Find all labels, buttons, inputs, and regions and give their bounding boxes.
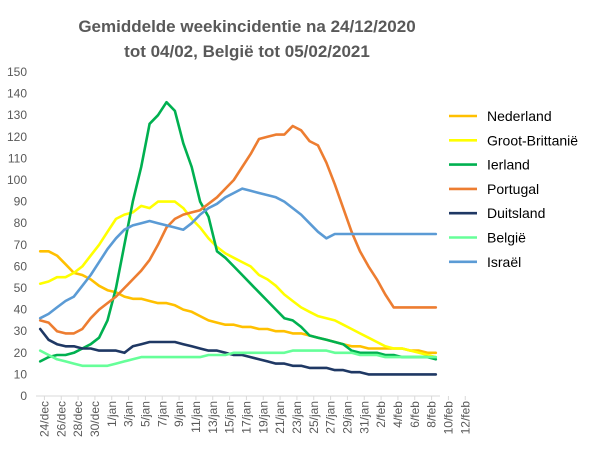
- y-tick-label: 10: [14, 367, 28, 381]
- series-line-belgi: [38, 349, 438, 368]
- y-tick-label: 80: [14, 216, 28, 230]
- x-tick-label: 6/feb: [408, 401, 422, 428]
- y-tick-label: 60: [14, 259, 28, 273]
- x-tick-label: 7/jan: [155, 401, 169, 427]
- axes: 0 10 20 30 40 50 60 70 80 90 100 110 120 130 140 150 24/…: [7, 65, 472, 437]
- x-tick-label: 28/dec: [71, 401, 85, 437]
- legend-label-groot-brittani: Groot-Brittanië: [487, 132, 578, 148]
- chart-title: Gemiddelde weekincidentie na 24/12/2020 …: [78, 17, 415, 61]
- y-tick-label: 110: [8, 151, 27, 165]
- y-tick-label: 40: [14, 303, 28, 317]
- legend-item-portugal: Portugal: [449, 181, 539, 197]
- legend-label-portugal: Portugal: [487, 181, 539, 197]
- y-tick-label: 90: [14, 195, 28, 209]
- legend-item-belgi: België: [449, 230, 526, 246]
- x-tick-label: 3/jan: [122, 401, 136, 427]
- legend-item-duitsland: Duitsland: [449, 205, 545, 221]
- y-tick-label: 150: [7, 65, 27, 79]
- series-line-ierland: [38, 100, 438, 363]
- x-tick-label: 31/jan: [357, 401, 371, 434]
- x-tick-label: 27/jan: [324, 401, 338, 434]
- y-tick-label: 100: [7, 173, 27, 187]
- series-line-portugal: [38, 124, 438, 335]
- x-tick-label: 10/feb: [441, 401, 455, 435]
- legend-label-ierland: Ierland: [487, 157, 530, 173]
- series-line-isra-l: [38, 187, 438, 320]
- x-tick-label: 9/jan: [172, 401, 186, 427]
- y-tick-label: 140: [7, 87, 27, 101]
- series-line-groot-brittani: [38, 200, 438, 359]
- x-tick-label: 11/jan: [189, 401, 203, 433]
- x-tick-label: 1/jan: [105, 401, 119, 427]
- x-tick-label: 30/dec: [88, 401, 102, 437]
- x-tick-label: 17/jan: [239, 401, 253, 434]
- y-tick-label: 50: [14, 281, 28, 295]
- y-tick-label: 130: [7, 108, 27, 122]
- y-tick-label: 120: [7, 130, 27, 144]
- legend-label-belgi: België: [487, 230, 526, 246]
- x-tick-label: 12/feb: [458, 401, 472, 435]
- x-tick-label: 4/feb: [391, 401, 405, 428]
- legend-item-nederland: Nederland: [449, 108, 552, 124]
- series-line-duitsland: [38, 327, 438, 376]
- y-tick-label: 20: [14, 346, 28, 360]
- legend-item-isra-l: Israël: [449, 254, 521, 270]
- y-tick-label: 0: [20, 389, 27, 403]
- x-tick-label: 23/jan: [290, 401, 304, 434]
- series-line-nederland: [38, 250, 438, 355]
- legend-item-ierland: Ierland: [449, 157, 530, 173]
- title-line-1: Gemiddelde weekincidentie na 24/12/2020: [78, 17, 415, 36]
- x-tick-label: 29/jan: [340, 401, 354, 434]
- legend-label-duitsland: Duitsland: [487, 205, 545, 221]
- legend-item-groot-brittani: Groot-Brittanië: [449, 132, 578, 148]
- x-tick-label: 5/jan: [138, 401, 152, 427]
- x-tick-label: 13/jan: [206, 401, 220, 434]
- legend-label-isra-l: Israël: [487, 254, 521, 270]
- x-tick-label: 24/dec: [37, 401, 51, 437]
- legend-label-nederland: Nederland: [487, 108, 552, 124]
- x-tick-label: 25/jan: [307, 401, 321, 434]
- title-line-2: tot 04/02, België tot 05/02/2021: [124, 42, 370, 61]
- y-tick-label: 30: [14, 324, 28, 338]
- x-tick-label: 2/feb: [374, 401, 388, 428]
- series-layer: [38, 100, 438, 376]
- x-tick-label: 26/dec: [54, 401, 68, 437]
- y-tick-label: 70: [14, 238, 28, 252]
- x-tick-label: 19/jan: [256, 401, 270, 434]
- x-tick-label: 8/feb: [425, 401, 439, 428]
- x-tick-label: 15/jan: [223, 401, 237, 434]
- x-tick-label: 21/jan: [273, 401, 287, 434]
- legend: Nederland Groot-Brittanië Ierland Portugal D…: [449, 108, 578, 270]
